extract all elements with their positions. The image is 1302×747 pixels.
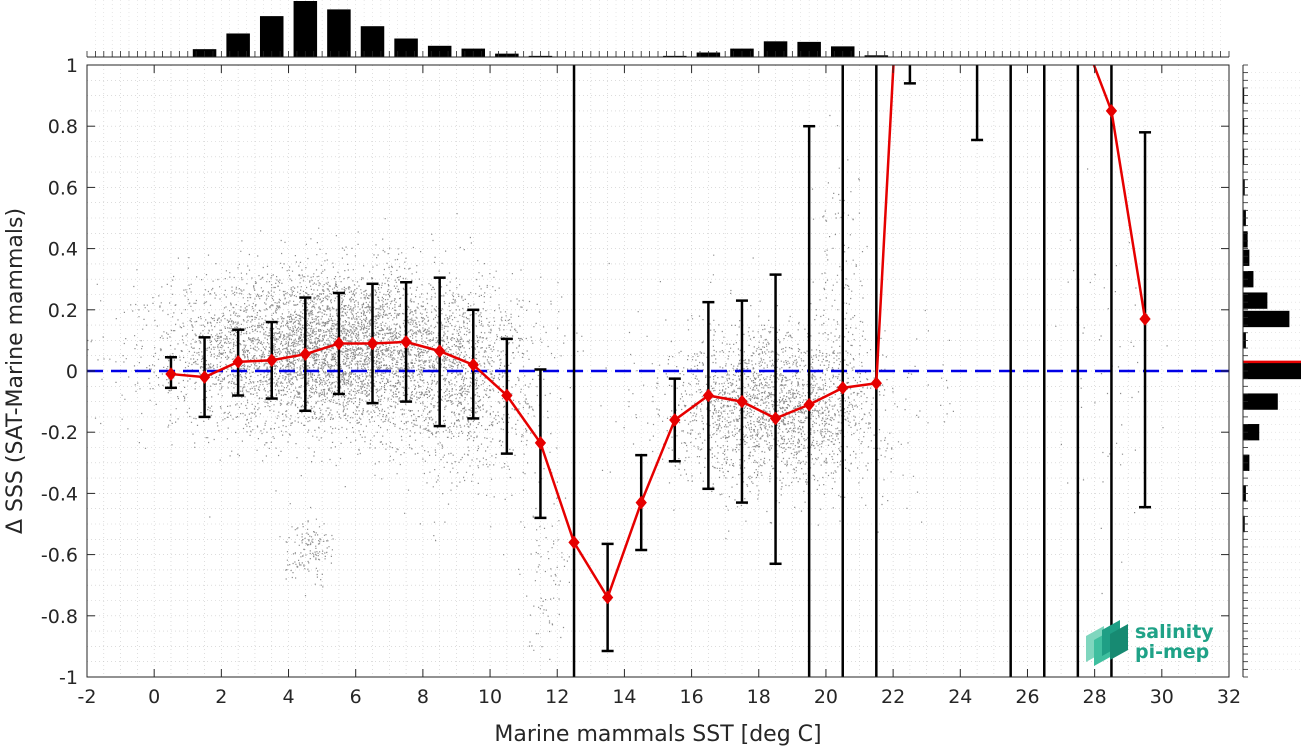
x-tick-label: 20 xyxy=(814,686,838,708)
mean-marker xyxy=(501,388,513,403)
y-axis-title: Δ SSS (SAT-Marine mammals) xyxy=(3,208,28,534)
right-hist-bar xyxy=(1243,393,1278,410)
x-tick-label: 30 xyxy=(1150,686,1174,708)
mean-marker xyxy=(333,336,345,351)
top-hist-bar xyxy=(327,9,351,57)
right-hist-bar xyxy=(1243,362,1301,380)
y-tick-label: 0.4 xyxy=(48,239,78,261)
x-tick-labels: -2 0 2 4 6 8 10 12 14 16 18 20 22 24 26 28 30 32 xyxy=(78,686,1242,708)
top-hist-bar xyxy=(226,33,250,57)
main-plot xyxy=(86,64,1230,678)
mean-marker xyxy=(736,394,748,409)
x-tick-label: 14 xyxy=(612,686,636,708)
mean-marker xyxy=(803,397,815,412)
top-hist-bar xyxy=(293,1,318,57)
mean-marker xyxy=(635,495,647,510)
x-tick-label: 18 xyxy=(747,686,771,708)
mean-marker xyxy=(601,590,614,605)
y-tick-label: -0.6 xyxy=(41,545,78,567)
y-tick-label: -1 xyxy=(59,667,78,689)
top-hist-bar xyxy=(259,16,284,57)
x-tick-label: 32 xyxy=(1217,686,1241,708)
x-tick-label: 12 xyxy=(545,686,569,708)
mean-marker xyxy=(568,535,580,550)
mean-marker xyxy=(870,376,882,391)
right-hist-bar xyxy=(1243,310,1290,328)
top-histogram xyxy=(86,0,1230,58)
mean-marker xyxy=(366,336,379,351)
logo-mark-icon xyxy=(1086,620,1128,666)
y-tick-label: -0.8 xyxy=(41,606,78,628)
mean-marker xyxy=(534,436,547,450)
mean-marker xyxy=(837,381,849,395)
mean-marker xyxy=(165,367,177,381)
mean-marker xyxy=(434,344,446,358)
mean-marker xyxy=(232,355,244,369)
salinity-pi-mep-logo: salinity pi-mep xyxy=(1086,620,1214,666)
top-hist-bar xyxy=(763,41,788,57)
right-hist-bar xyxy=(1243,292,1268,309)
mean-marker xyxy=(669,413,681,427)
x-tick-label: 10 xyxy=(478,686,502,708)
y-tick-label: 0.8 xyxy=(48,116,78,138)
x-tick-label: 24 xyxy=(948,686,972,708)
y-tick-label: 0.6 xyxy=(48,177,78,199)
x-tick-label: 16 xyxy=(679,686,703,708)
x-tick-label: 4 xyxy=(282,686,294,708)
mean-marker xyxy=(400,335,412,349)
x-tick-label: 22 xyxy=(881,686,905,708)
right-hist-bar xyxy=(1243,249,1250,266)
x-tick-label: -2 xyxy=(78,686,97,708)
top-hist-bar xyxy=(394,38,418,57)
top-hist-bar xyxy=(360,26,385,57)
x-tick-label: 28 xyxy=(1083,686,1107,708)
x-tick-label: 6 xyxy=(350,686,362,708)
right-histogram xyxy=(1242,64,1302,678)
mean-marker xyxy=(467,358,479,372)
x-tick-label: 26 xyxy=(1015,686,1039,708)
mean-marker xyxy=(769,411,782,426)
x-tick-label: 2 xyxy=(215,686,227,708)
binned-mean-markers xyxy=(165,104,1151,605)
mean-marker xyxy=(1139,312,1151,326)
mean-marker xyxy=(702,388,715,403)
right-hist-bar xyxy=(1243,231,1248,248)
x-axis-title: Marine mammals SST [deg C] xyxy=(494,722,821,747)
x-tick-label: 0 xyxy=(148,686,160,708)
right-hist-bar xyxy=(1243,271,1254,288)
mean-marker xyxy=(1105,104,1118,118)
y-tick-label: 1 xyxy=(66,55,78,77)
logo-text-pi-mep: pi-mep xyxy=(1135,641,1209,663)
mean-marker xyxy=(266,353,278,368)
x-tick-label: 8 xyxy=(417,686,429,708)
mean-marker xyxy=(299,347,311,361)
mean-marker xyxy=(198,370,211,384)
y-tick-label: -0.4 xyxy=(41,483,78,505)
top-hist-bar xyxy=(797,41,821,57)
y-tick-labels: -1 -0.8 -0.6 -0.4 -0.2 0 0.2 0.4 0.6 0.8 1 xyxy=(41,55,78,689)
y-tick-label: -0.2 xyxy=(41,422,78,444)
y-tick-label: 0.2 xyxy=(48,300,78,322)
y-tick-label: 0 xyxy=(66,361,78,383)
logo-text-salinity: salinity xyxy=(1135,621,1214,643)
right-hist-bar xyxy=(1243,424,1260,441)
binned-mean-line xyxy=(170,65,1147,601)
